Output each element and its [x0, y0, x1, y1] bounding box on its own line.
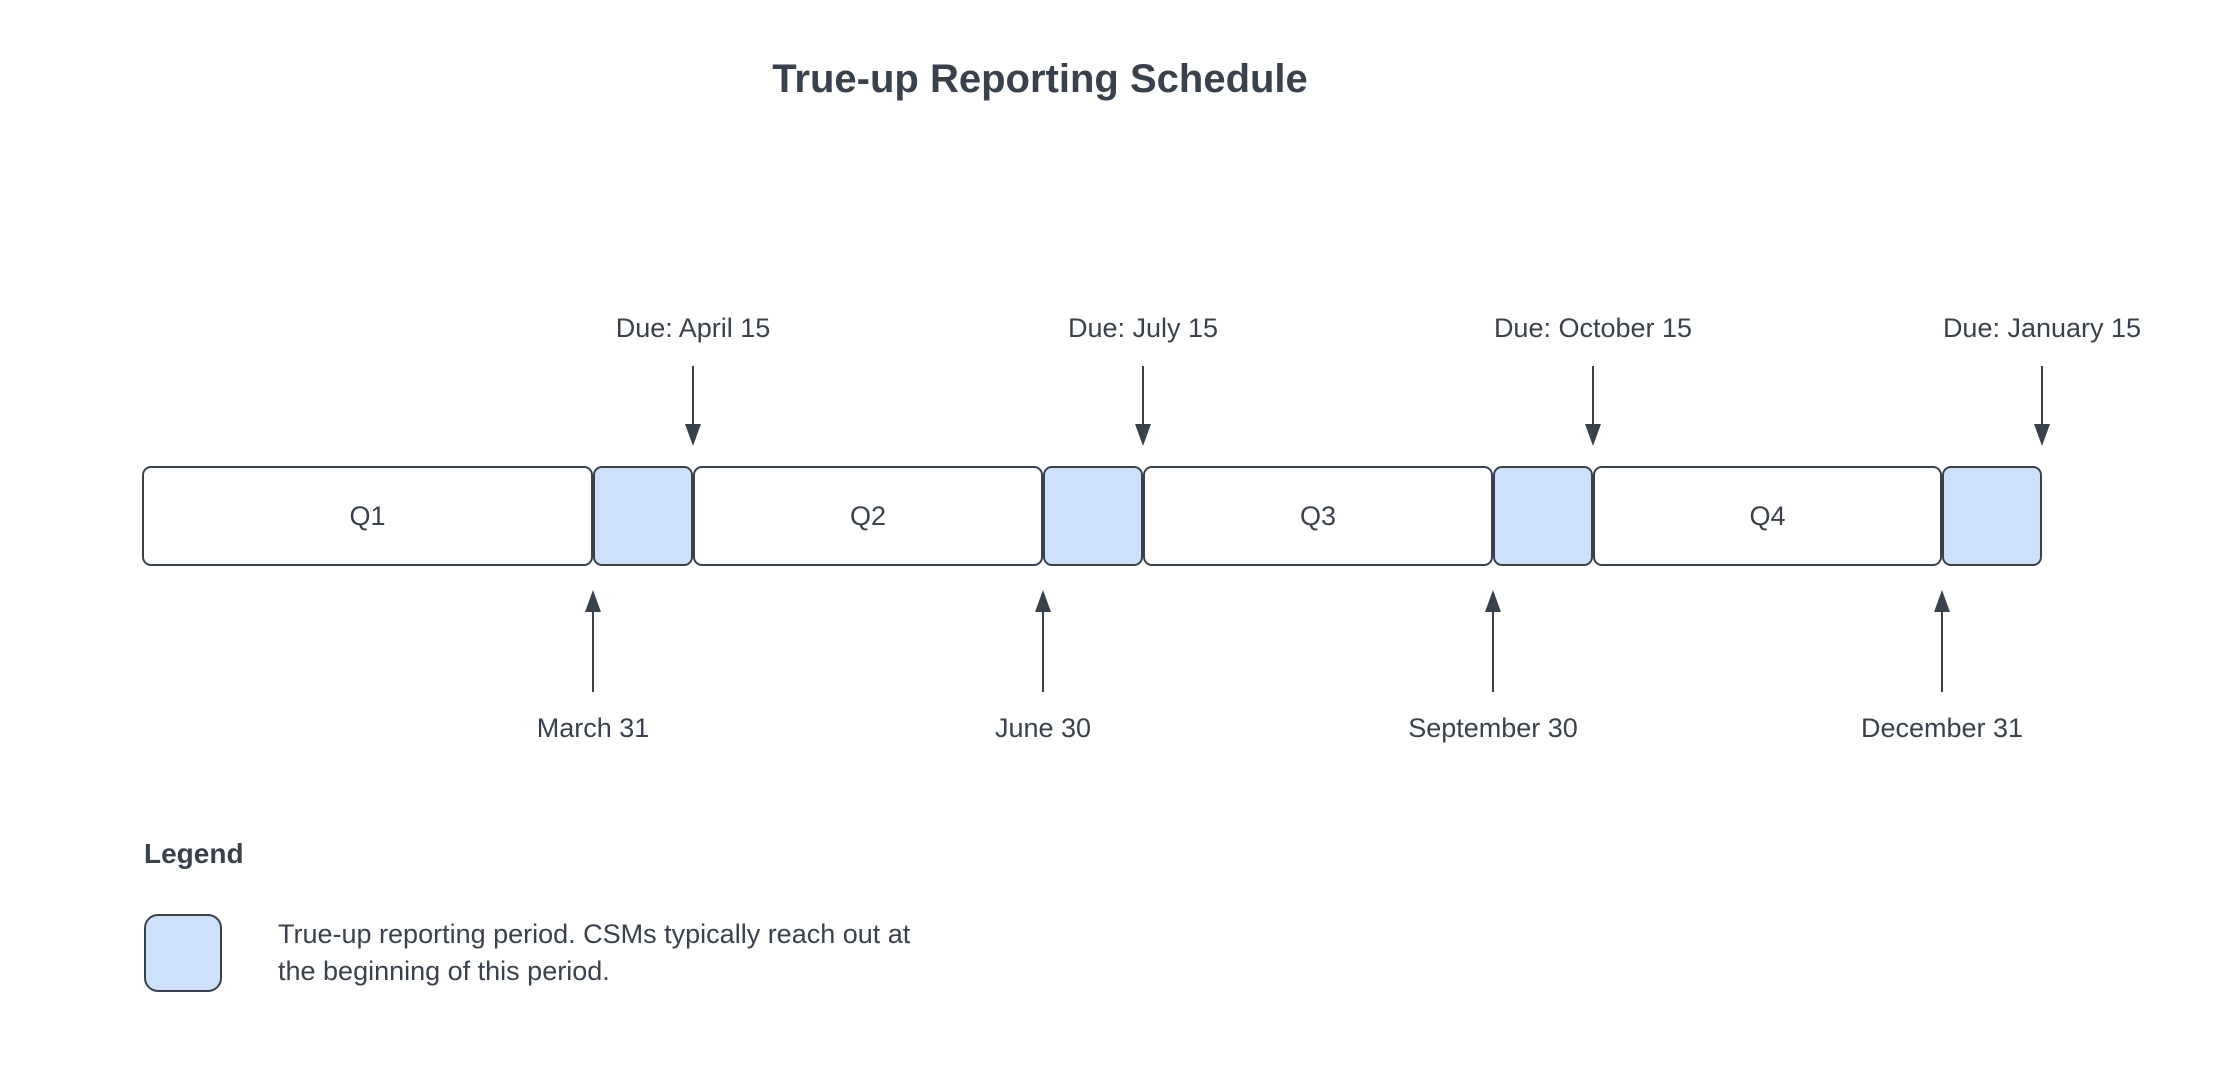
arrow-up-icon — [1485, 590, 1501, 612]
arrow-up-shaft — [1492, 612, 1494, 692]
timeline-bar: Q1 Q2 Q3 Q4 — [142, 466, 2042, 566]
quarter-end-label: December 31 — [1860, 713, 2024, 743]
quarter-label: Q2 — [849, 500, 887, 531]
arrow-down-shaft — [1142, 366, 1144, 424]
arrow-down-icon — [2034, 424, 2050, 446]
trueup-legend-swatch — [144, 914, 222, 992]
arrow-up-icon — [585, 590, 601, 612]
legend-title: Legend — [144, 838, 244, 869]
quarter-segment-q4: Q4 — [1593, 466, 1942, 566]
trueup-period-segment-3 — [1493, 466, 1593, 566]
quarter-segment-q3: Q3 — [1143, 466, 1493, 566]
arrow-down-icon — [685, 424, 701, 446]
arrow-down-shaft — [2041, 366, 2043, 424]
trueup-period-segment-2 — [1043, 466, 1143, 566]
arrow-down-icon — [1135, 424, 1151, 446]
due-date-label: Due: October 15 — [1493, 313, 1693, 343]
arrow-down-icon — [1585, 424, 1601, 446]
quarter-end-label: March 31 — [536, 713, 650, 743]
due-date-label: Due: April 15 — [615, 313, 771, 343]
legend-description: True-up reporting period. CSMs typically… — [278, 916, 910, 990]
arrow-up-shaft — [592, 612, 594, 692]
quarter-segment-q2: Q2 — [693, 466, 1043, 566]
trueup-period-segment-1 — [593, 466, 693, 566]
legend-description-line: the beginning of this period. — [278, 956, 610, 986]
arrow-up-icon — [1035, 590, 1051, 612]
due-date-label: Due: January 15 — [1942, 313, 2142, 343]
arrow-up-shaft — [1042, 612, 1044, 692]
trueup-period-segment-4 — [1942, 466, 2042, 566]
quarter-segment-q1: Q1 — [142, 466, 593, 566]
arrow-down-shaft — [692, 366, 694, 424]
due-date-label: Due: July 15 — [1067, 313, 1219, 343]
legend-description-line: True-up reporting period. CSMs typically… — [278, 919, 911, 949]
quarter-label: Q3 — [1299, 500, 1337, 531]
arrow-up-shaft — [1941, 612, 1943, 692]
arrow-down-shaft — [1592, 366, 1594, 424]
diagram-title: True-up Reporting Schedule — [772, 57, 1308, 101]
quarter-label: Q1 — [349, 500, 386, 531]
arrow-up-icon — [1934, 590, 1950, 612]
quarter-end-label: June 30 — [994, 713, 1092, 743]
quarter-end-label: September 30 — [1408, 713, 1578, 743]
quarter-label: Q4 — [1749, 500, 1786, 531]
